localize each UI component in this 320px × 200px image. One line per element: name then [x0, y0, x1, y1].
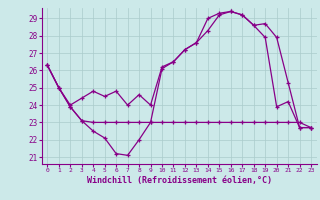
X-axis label: Windchill (Refroidissement éolien,°C): Windchill (Refroidissement éolien,°C) [87, 176, 272, 185]
